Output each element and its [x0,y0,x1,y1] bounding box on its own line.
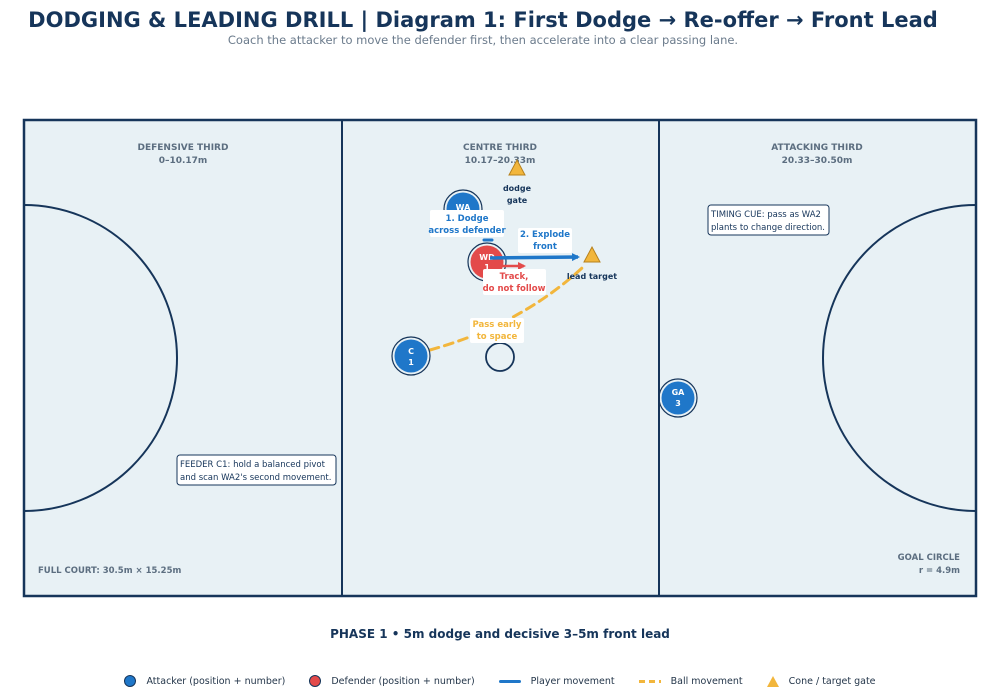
page-title: DODGING & LEADING DRILL | Diagram 1: Fir… [28,8,938,32]
attacker-c-position: C [408,347,414,356]
defender-swatch-icon [309,675,322,687]
feeder-note-1: FEEDER C1: hold a balanced pivot [180,460,326,470]
feeder-note-2: and scan WA2's second movement. [180,473,331,483]
full-court-label: FULL COURT: 30.5m × 15.25m [38,566,181,576]
zone-label-defensive: DEFENSIVE THIRD [138,143,229,153]
timing-cue-1: TIMING CUE: pass as WA2 [710,210,821,220]
ball-pass-path [428,266,584,352]
attacker-ga-position: GA [672,388,686,397]
cone-triangle-icon [766,675,779,687]
defender-wd-number: 1 [484,263,490,272]
dodge-annotation-2: across defender [428,226,506,236]
legend-player-movement-label: Player movement [530,675,615,687]
pass-annotation-box [470,318,524,343]
zone-range-defensive: 0–10.17m [159,156,208,166]
attacker-ga-outer [658,378,698,418]
attacker-c-outer [391,336,431,376]
legend-ball-movement-label: Ball movement [670,675,743,687]
court-surface [22,118,978,598]
zone-range-attacking: 20.33–30.50m [782,156,853,166]
attacker-ga-number: 3 [675,399,681,408]
zone-label-attacking: ATTACKING THIRD [771,143,862,153]
goal-circle-radius: r = 4.9m [919,566,960,576]
dodge-annotation-1: 1. Dodge [446,214,489,224]
zone-range-centre: 10.17–20.33m [465,156,536,166]
pass-annotation-1: Pass early [473,320,522,330]
goal-circle-label: GOAL CIRCLE [898,553,961,563]
attacker-swatch-icon [124,675,137,687]
track-annotation-1: Track, [500,272,529,282]
zone-label-centre: CENTRE THIRD [463,143,537,153]
page-subtitle: Coach the attacker to move the defender … [227,33,739,47]
track-annotation-box [483,269,546,295]
lead-target-cone-icon [583,245,601,263]
explode-movement-arrow [489,253,580,262]
legend-attacker: Attacker (position + number) [124,675,285,687]
attacker-wa-position: WA [456,203,471,212]
legend: Attacker (position + number) Defender (p… [0,672,1000,690]
legend-ball-movement: Ball movement [638,675,743,687]
legend-cone-label: Cone / target gate [788,675,876,687]
attacker-c [394,339,428,373]
legend-cone: Cone / target gate [766,675,876,687]
dodge-gate-label-2: gate [507,196,528,205]
explode-annotation-1: 2. Explode [520,230,570,240]
timing-cue-2: plants to change direction. [711,223,825,233]
goal-circle-attacking [822,204,976,512]
timing-cue-box [707,204,830,236]
legend-defender-label: Defender (position + number) [331,675,475,687]
goal-circle-defensive [24,204,178,512]
player-movement-line-icon [498,679,521,683]
ball-movement-line-icon [638,679,661,683]
dodge-gate-label-1: dodge [503,184,532,193]
track-annotation-2: do not follow [483,284,546,294]
dodge-annotation-box [430,210,504,237]
defender-wd-position: WD [479,253,495,262]
feeder-note-box [176,454,337,486]
legend-defender: Defender (position + number) [309,675,475,687]
legend-attacker-label: Attacker (position + number) [146,675,286,687]
legend-player-movement: Player movement [498,675,615,687]
explode-annotation-box [518,228,572,253]
attacker-c-number: 1 [408,358,414,367]
attacker-ga [661,381,695,415]
explode-annotation-2: front [533,242,557,252]
dodge-gate-cone-icon [508,158,526,176]
phase-caption: PHASE 1 • 5m dodge and decisive 3–5m fro… [330,627,670,641]
pass-annotation-2: to space [477,332,518,342]
lead-target-label: lead target [567,272,617,281]
